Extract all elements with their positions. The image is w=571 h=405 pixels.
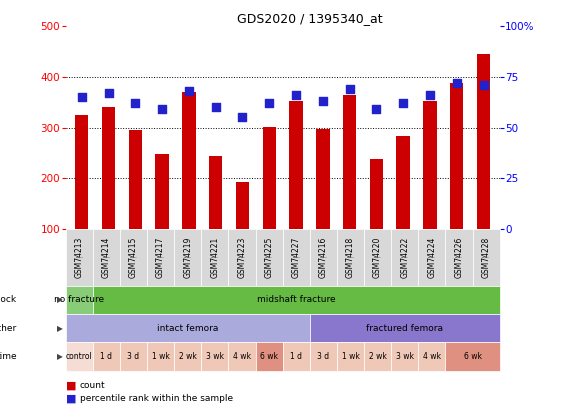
Point — [399, 100, 408, 107]
Point — [265, 100, 274, 107]
Text: 1 d: 1 d — [100, 352, 112, 361]
Text: GSM74218: GSM74218 — [347, 257, 354, 258]
Point — [211, 104, 220, 111]
Point — [184, 88, 194, 94]
Point — [345, 86, 354, 92]
Point — [104, 90, 113, 96]
Text: GSM74225: GSM74225 — [266, 257, 273, 258]
Text: GSM74226: GSM74226 — [455, 257, 463, 258]
Text: GSM74213: GSM74213 — [75, 237, 84, 278]
Text: 4 wk: 4 wk — [233, 352, 251, 361]
Bar — [450, 83, 464, 229]
Text: GSM74223: GSM74223 — [238, 237, 247, 278]
Text: GSM74222: GSM74222 — [401, 257, 408, 258]
Bar — [289, 101, 303, 229]
Text: 3 wk: 3 wk — [206, 352, 224, 361]
Bar — [343, 95, 356, 229]
Bar — [102, 107, 115, 229]
Text: GSM74215: GSM74215 — [129, 237, 138, 278]
Text: GSM74228: GSM74228 — [482, 257, 490, 258]
Text: ▶: ▶ — [57, 352, 63, 361]
Text: GSM74222: GSM74222 — [400, 237, 409, 278]
Text: GSM74225: GSM74225 — [264, 237, 274, 278]
Text: GSM74216: GSM74216 — [319, 237, 328, 278]
Text: midshaft fracture: midshaft fracture — [257, 295, 336, 304]
Text: time: time — [0, 352, 17, 361]
Text: fractured femora: fractured femora — [366, 324, 443, 333]
Point — [291, 92, 300, 98]
Text: GSM74227: GSM74227 — [292, 257, 300, 258]
Point — [479, 82, 488, 88]
Text: GSM74228: GSM74228 — [481, 237, 490, 278]
Point — [238, 114, 247, 121]
Text: percentile rank within the sample: percentile rank within the sample — [80, 394, 233, 403]
Bar — [477, 54, 490, 229]
Bar — [396, 136, 410, 229]
Bar — [75, 115, 89, 229]
Text: GSM74227: GSM74227 — [292, 237, 301, 278]
Text: 3 d: 3 d — [317, 352, 329, 361]
Text: GSM74214: GSM74214 — [103, 257, 110, 258]
Bar — [128, 130, 142, 229]
Point — [372, 106, 381, 113]
Bar — [423, 101, 437, 229]
Text: GSM74223: GSM74223 — [238, 257, 246, 258]
Text: 1 wk: 1 wk — [341, 352, 359, 361]
Text: GSM74214: GSM74214 — [102, 237, 111, 278]
Text: ■: ■ — [66, 394, 76, 404]
Text: 6 wk: 6 wk — [464, 352, 481, 361]
Point — [77, 94, 86, 100]
Text: GSM74213: GSM74213 — [75, 257, 83, 258]
Text: ■: ■ — [66, 381, 76, 390]
Bar — [236, 182, 249, 229]
Text: GSM74224: GSM74224 — [427, 237, 436, 278]
Text: GSM74224: GSM74224 — [428, 257, 436, 258]
Text: GSM74219: GSM74219 — [183, 237, 192, 278]
Bar — [263, 126, 276, 229]
Text: other: other — [0, 324, 17, 333]
Point — [131, 100, 140, 107]
Text: 2 wk: 2 wk — [369, 352, 387, 361]
Text: intact femora: intact femora — [157, 324, 218, 333]
Text: GSM74221: GSM74221 — [210, 237, 219, 278]
Text: 3 wk: 3 wk — [396, 352, 414, 361]
Text: GSM74226: GSM74226 — [455, 237, 464, 278]
Bar — [316, 129, 329, 229]
Text: GDS2020 / 1395340_at: GDS2020 / 1395340_at — [237, 12, 383, 25]
Text: GSM74219: GSM74219 — [184, 257, 191, 258]
Text: no fracture: no fracture — [54, 295, 104, 304]
Text: 4 wk: 4 wk — [423, 352, 441, 361]
Text: 1 wk: 1 wk — [152, 352, 170, 361]
Text: GSM74217: GSM74217 — [157, 257, 164, 258]
Text: GSM74215: GSM74215 — [130, 257, 137, 258]
Point — [158, 106, 167, 113]
Text: GSM74221: GSM74221 — [211, 257, 219, 258]
Text: 3 d: 3 d — [127, 352, 139, 361]
Text: GSM74218: GSM74218 — [346, 237, 355, 278]
Bar — [369, 160, 383, 229]
Text: 2 wk: 2 wk — [179, 352, 196, 361]
Text: 6 wk: 6 wk — [260, 352, 278, 361]
Text: control: control — [66, 352, 93, 361]
Text: GSM74216: GSM74216 — [320, 257, 327, 258]
Text: shock: shock — [0, 295, 17, 304]
Text: GSM74220: GSM74220 — [373, 237, 382, 278]
Text: GSM74220: GSM74220 — [374, 257, 381, 258]
Point — [425, 92, 435, 98]
Text: count: count — [80, 381, 106, 390]
Point — [318, 98, 327, 104]
Text: ▶: ▶ — [57, 295, 63, 304]
Point — [452, 80, 461, 86]
Text: 1 d: 1 d — [290, 352, 302, 361]
Bar — [209, 156, 222, 229]
Bar — [155, 154, 169, 229]
Bar — [182, 92, 196, 229]
Text: GSM74217: GSM74217 — [156, 237, 165, 278]
Text: ▶: ▶ — [57, 324, 63, 333]
